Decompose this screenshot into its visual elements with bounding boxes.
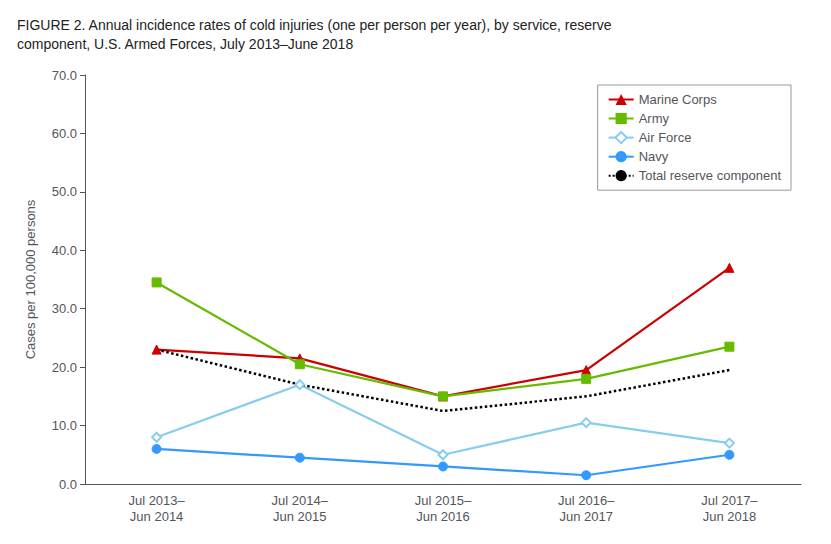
- svg-text:Navy: Navy: [639, 149, 669, 164]
- svg-text:Cases per 100,000 persons: Cases per 100,000 persons: [23, 199, 38, 359]
- svg-text:Jul 2017–: Jul 2017–: [701, 493, 758, 508]
- svg-text:20.0: 20.0: [52, 360, 77, 375]
- svg-text:30.0: 30.0: [52, 301, 77, 316]
- svg-text:60.0: 60.0: [52, 126, 77, 141]
- svg-text:40.0: 40.0: [52, 243, 77, 258]
- svg-text:Total reserve component: Total reserve component: [639, 168, 782, 183]
- svg-text:Jun 2018: Jun 2018: [703, 509, 757, 524]
- svg-text:70.0: 70.0: [52, 68, 77, 83]
- svg-text:Jul 2014–: Jul 2014–: [272, 493, 329, 508]
- svg-text:Marine Corps: Marine Corps: [639, 92, 718, 107]
- svg-text:FIGURE 2. Annual incidence rat: FIGURE 2. Annual incidence rates of cold…: [17, 17, 612, 33]
- svg-text:50.0: 50.0: [52, 184, 77, 199]
- svg-text:Jun 2016: Jun 2016: [416, 509, 470, 524]
- svg-text:Jul 2015–: Jul 2015–: [415, 493, 472, 508]
- svg-text:Jun 2014: Jun 2014: [130, 509, 184, 524]
- svg-text:0.0: 0.0: [59, 477, 77, 492]
- svg-text:10.0: 10.0: [52, 418, 77, 433]
- svg-text:Army: Army: [639, 111, 670, 126]
- svg-text:Jul 2013–: Jul 2013–: [128, 493, 185, 508]
- svg-text:Jun 2015: Jun 2015: [273, 509, 327, 524]
- svg-text:component, U.S. Armed Forces,: component, U.S. Armed Forces, July 2013–…: [17, 36, 353, 52]
- svg-text:Air Force: Air Force: [639, 130, 692, 145]
- svg-text:Jun 2017: Jun 2017: [559, 509, 613, 524]
- svg-text:Jul 2016–: Jul 2016–: [558, 493, 615, 508]
